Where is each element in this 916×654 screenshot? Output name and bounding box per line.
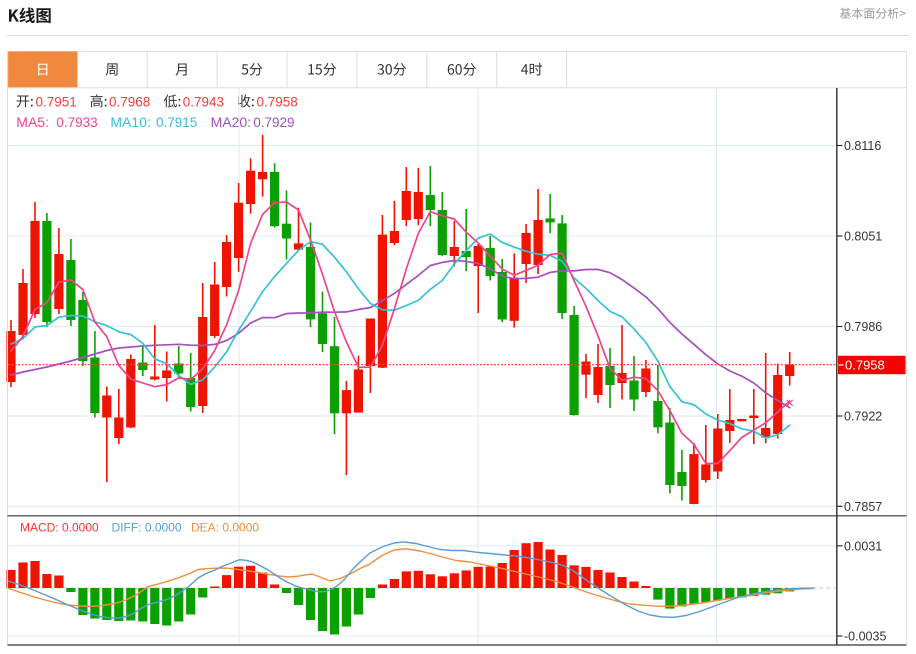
svg-text:0.7933: 0.7933 [56,115,97,130]
svg-text:0.8116: 0.8116 [844,139,881,153]
svg-text:0.7986: 0.7986 [844,320,882,334]
svg-text:MACD: 0.0000: MACD: 0.0000 [20,521,99,535]
svg-text:0.8051: 0.8051 [844,230,882,244]
svg-text:DIFF: 0.0000: DIFF: 0.0000 [112,521,182,535]
svg-text:0.7968: 0.7968 [109,94,150,109]
svg-text:0.7929: 0.7929 [253,115,294,130]
svg-text:0.7922: 0.7922 [844,410,882,424]
svg-text:0.7915: 0.7915 [156,115,197,130]
svg-text:MA10:: MA10: [110,114,150,130]
svg-text:MA5:: MA5: [16,114,49,130]
svg-text:MA20:: MA20: [211,114,251,130]
svg-text:0.7943: 0.7943 [183,94,224,109]
svg-text:0.7958: 0.7958 [257,94,298,109]
svg-text:DEA: 0.0000: DEA: 0.0000 [191,521,259,535]
svg-text:-0.0035: -0.0035 [844,630,886,644]
svg-text:0.7958: 0.7958 [845,358,885,373]
svg-text:0.0031: 0.0031 [844,539,882,553]
svg-text:0.7951: 0.7951 [36,94,77,109]
svg-text:0.7857: 0.7857 [844,500,882,514]
